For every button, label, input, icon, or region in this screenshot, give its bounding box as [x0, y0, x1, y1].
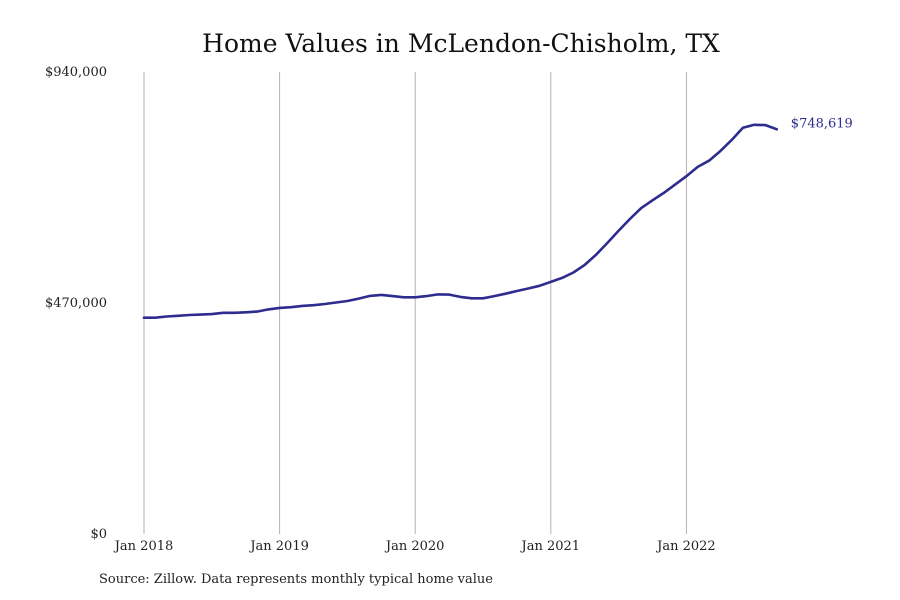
x-tick-label: Jan 2019: [248, 539, 309, 554]
end-value-label: $748,619: [791, 116, 853, 131]
gridlines: [143, 72, 687, 534]
series-layer: $748,619: [142, 116, 853, 320]
y-axis-ticks: $0 $470,000 $940,000: [45, 65, 107, 542]
y-tick-label: $470,000: [45, 296, 107, 311]
y-tick-label: $940,000: [45, 65, 107, 80]
source-note: Source: Zillow. Data represents monthly …: [99, 572, 493, 587]
chart-title: Home Values in McLendon-Chisholm, TX: [202, 29, 720, 58]
x-axis-ticks: Jan 2018 Jan 2019 Jan 2020 Jan 2021 Jan 2022: [113, 539, 716, 554]
x-tick-label: Jan 2020: [384, 539, 445, 554]
y-tick-label: $0: [90, 527, 107, 542]
source-text: Source: Zillow. Data represents monthly …: [99, 572, 493, 587]
x-tick-label: Jan 2022: [655, 539, 716, 554]
x-tick-label: Jan 2021: [520, 539, 581, 554]
x-tick-label: Jan 2018: [113, 539, 174, 554]
series-line: [142, 123, 779, 320]
